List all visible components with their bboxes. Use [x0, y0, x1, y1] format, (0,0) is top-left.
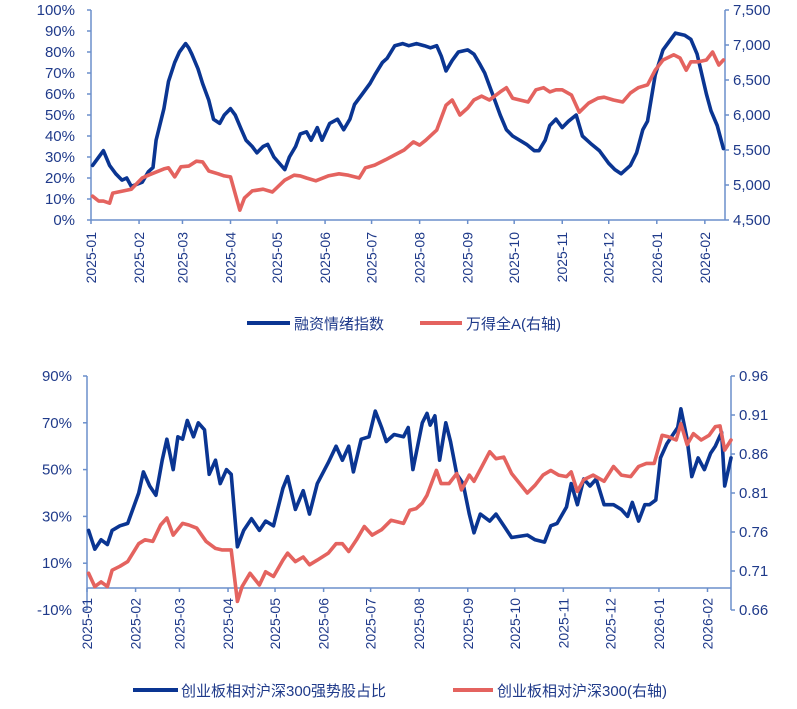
left-y-tick-label: 90% — [45, 23, 75, 40]
x-tick-label: 2025-04 — [223, 232, 239, 284]
right-y-tick-label: 0.66 — [739, 602, 768, 619]
x-tick-label: 2025-05 — [269, 232, 285, 284]
x-tick-label: 2025-04 — [220, 598, 236, 650]
series-line-left-axis — [90, 31, 726, 189]
right-y-tick-label: 0.86 — [739, 446, 768, 463]
right-y-tick-label: 0.76 — [739, 524, 768, 541]
chart-chinext-relative-hs300: -10% 10% 30% 50% 70% 90% 0.66 0.71 0.76 0.81 0.86 0… — [37, 368, 768, 649]
left-y-tick-label: -10% — [37, 602, 72, 619]
x-tick-label: 2025-07 — [363, 598, 379, 650]
left-y-tick-label: 50% — [45, 107, 75, 124]
legend-label-chinext-relative: 创业板相对沪深300(右轴) — [497, 682, 667, 700]
left-y-tick-label: 70% — [42, 415, 72, 432]
x-tick-label: 2026-01 — [649, 232, 665, 284]
legend-top: 融资情绪指数 万得全A(右轴) — [247, 315, 561, 333]
left-y-tick-label: 90% — [42, 368, 72, 385]
legend-label-wind-all-a: 万得全A(右轴) — [466, 315, 561, 333]
x-tick-label: 2026-02 — [697, 232, 713, 284]
x-tick-label: 2025-02 — [128, 598, 144, 650]
x-tick-label: 2025-08 — [411, 598, 427, 650]
left-y-tick-label: 70% — [45, 65, 75, 82]
x-tick-label: 2025-06 — [317, 232, 333, 284]
left-y-tick-label: 0% — [53, 212, 75, 229]
right-y-tick-label: 6,000 — [733, 107, 771, 124]
right-y-tick-label: 4,500 — [733, 212, 771, 229]
x-tick-label: 2025-02 — [131, 232, 147, 284]
x-tick-label: 2025-10 — [506, 232, 522, 284]
right-y-tick-label: 7,000 — [733, 37, 771, 54]
left-y-tick-label: 40% — [45, 128, 75, 145]
left-y-tick-label: 30% — [42, 508, 72, 525]
right-y-tick-label: 0.96 — [739, 368, 768, 385]
left-y-tick-label: 10% — [45, 191, 75, 208]
x-tick-label: 2025-08 — [412, 232, 428, 284]
x-tick-label: 2025-11 — [555, 598, 571, 649]
left-y-tick-label: 80% — [45, 44, 75, 61]
chart-financing-sentiment: 0% 10% 20% 30% 40% 50% 60% 70% 80% 90% 100% 4,500 5,… — [37, 2, 771, 283]
x-tick-label: 2025-11 — [554, 232, 570, 283]
x-tick-label: 2026-02 — [699, 598, 715, 650]
legend-bottom: 创业板相对沪深300强势股占比 创业板相对沪深300(右轴) — [133, 682, 667, 700]
series-line-left-axis — [86, 407, 733, 551]
x-tick-label: 2025-05 — [267, 598, 283, 650]
right-y-tick-label: 0.71 — [739, 563, 768, 580]
right-y-tick-label: 6,500 — [733, 72, 771, 89]
left-y-tick-label: 30% — [45, 149, 75, 166]
x-tick-label: 2026-01 — [651, 598, 667, 650]
left-y-tick-label: 20% — [45, 170, 75, 187]
legend-label-financing-sentiment: 融资情绪指数 — [294, 316, 384, 333]
series-line-right-axis — [86, 421, 733, 604]
x-tick-label: 2025-10 — [507, 598, 523, 650]
series-line-right-axis — [90, 50, 726, 212]
x-tick-label: 2025-09 — [460, 598, 476, 650]
x-tick-label: 2025-01 — [83, 232, 99, 284]
legend-label-strong-stock-ratio: 创业板相对沪深300强势股占比 — [181, 682, 386, 700]
right-y-tick-label: 5,000 — [733, 177, 771, 194]
left-y-tick-label: 60% — [45, 86, 75, 103]
right-y-tick-label: 0.91 — [739, 407, 768, 424]
left-y-tick-label: 50% — [42, 462, 72, 479]
right-y-tick-label: 0.81 — [739, 485, 768, 502]
x-tick-label: 2025-12 — [602, 598, 618, 650]
left-y-tick-label: 100% — [37, 2, 75, 19]
x-tick-label: 2025-03 — [174, 232, 190, 284]
x-tick-label: 2025-07 — [364, 232, 380, 284]
right-y-tick-label: 7,500 — [733, 2, 771, 19]
right-y-tick-label: 5,500 — [733, 142, 771, 159]
x-tick-label: 2025-06 — [316, 598, 332, 650]
x-tick-label: 2025-03 — [171, 598, 187, 650]
x-tick-label: 2025-09 — [460, 232, 476, 284]
left-y-tick-label: 10% — [42, 555, 72, 572]
x-tick-label: 2025-01 — [79, 598, 95, 650]
x-tick-label: 2025-12 — [601, 232, 617, 284]
